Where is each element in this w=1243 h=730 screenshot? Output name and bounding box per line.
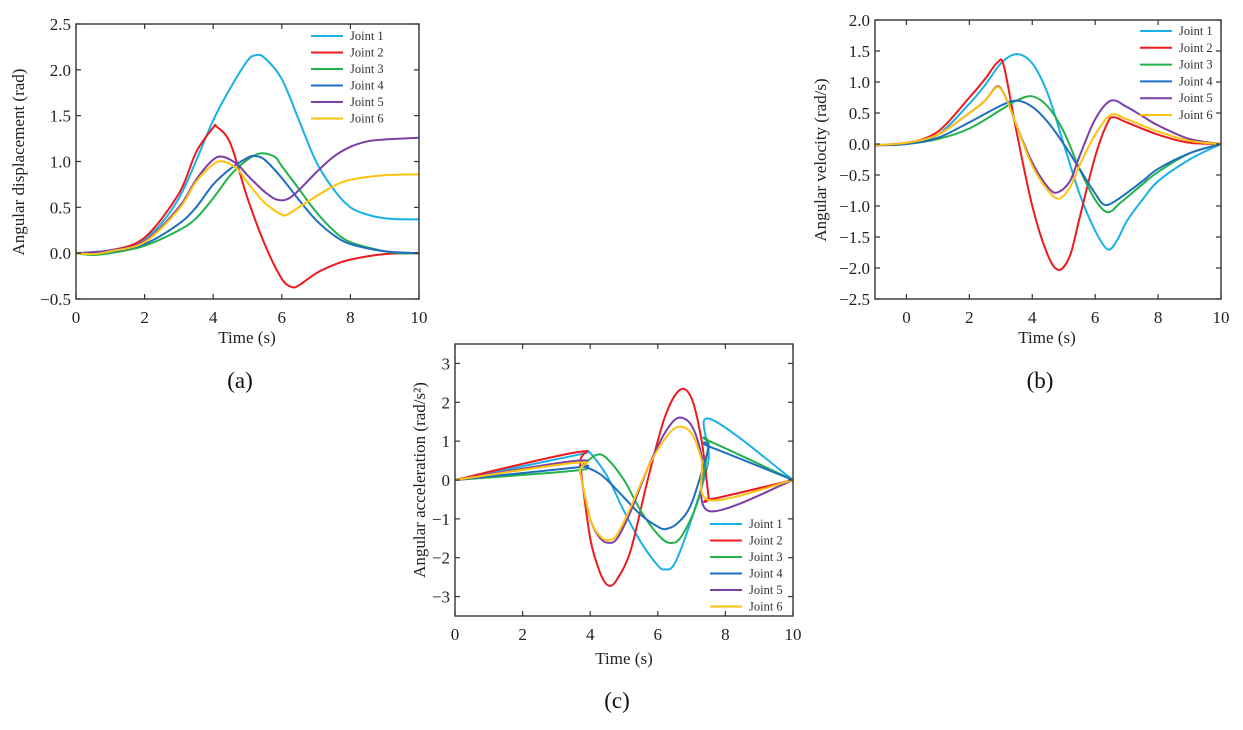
legend-label: Joint 6 <box>1179 108 1213 122</box>
x-tick-label: 10 <box>785 625 802 644</box>
subfigure-caption: (a) <box>227 368 253 393</box>
series-line-joint-6 <box>76 160 419 256</box>
y-tick-label: 2 <box>442 393 451 412</box>
y-axis-label: Angular velocity (rad/s) <box>811 78 830 241</box>
chart-c: 0 2 4 6 8 10 −3 −2 −1 0 1 2 3 Time (s) Angular acceler… <box>410 343 802 713</box>
y-tick-label: −0.5 <box>40 290 71 309</box>
x-tick-label: 8 <box>1154 308 1163 327</box>
legend-label: Joint 3 <box>749 550 783 564</box>
y-tick-label: 1.5 <box>50 107 71 126</box>
y-tick-label: 0.0 <box>50 244 71 263</box>
x-tick-label: 10 <box>411 308 428 327</box>
y-tick-label: 0.5 <box>50 198 71 217</box>
series-line-joint-5 <box>76 136 419 255</box>
series-group <box>76 53 419 289</box>
y-axis-label: Angular displacement (rad) <box>9 69 28 256</box>
x-tick-label: 6 <box>278 308 287 327</box>
x-tick-label: 4 <box>1028 308 1037 327</box>
x-tick-label: 8 <box>346 308 355 327</box>
legend: Joint 1 Joint 2 Joint 3 Joint 4 Joint 5 Joint… <box>311 29 384 126</box>
legend-label: Joint 2 <box>1179 41 1213 55</box>
series-line-joint-2 <box>875 58 1221 271</box>
legend-label: Joint 6 <box>350 112 384 126</box>
legend-label: Joint 1 <box>350 29 384 43</box>
legend-label: Joint 4 <box>1179 74 1213 88</box>
x-tick-label: 2 <box>518 625 527 644</box>
legend-label: Joint 3 <box>1179 58 1213 72</box>
series-line-joint-6 <box>875 86 1221 200</box>
series-line-joint-4 <box>76 154 419 255</box>
series-group <box>455 387 793 587</box>
y-tick-label: −0.5 <box>839 166 870 185</box>
series-group <box>875 53 1221 271</box>
x-axis-label: Time (s) <box>1018 328 1075 347</box>
series-line-joint-4 <box>875 99 1221 207</box>
y-tick-label: −3 <box>432 588 450 607</box>
series-line-joint-3 <box>76 152 419 256</box>
subfigure-caption: (b) <box>1027 368 1054 393</box>
series-line-joint-2 <box>76 123 419 289</box>
y-tick-label: 1.0 <box>849 73 870 92</box>
y-tick-label: −1 <box>432 510 450 529</box>
y-tick-label: 0.5 <box>849 104 870 123</box>
legend-label: Joint 3 <box>350 62 384 76</box>
y-tick-label: −1.0 <box>839 197 870 216</box>
series-line-joint-1 <box>875 53 1221 251</box>
legend-label: Joint 5 <box>1179 91 1213 105</box>
subfigure-caption: (c) <box>604 688 630 713</box>
y-axis-label: Angular acceleration (rad/s²) <box>410 382 429 578</box>
y-tick-label: 1.5 <box>849 42 870 61</box>
legend-label: Joint 5 <box>350 95 384 109</box>
x-axis-label: Time (s) <box>595 649 652 668</box>
legend-label: Joint 1 <box>749 517 783 531</box>
chart-b: 0 2 4 6 8 10 −2.5 −2.0 −1.5 −1.0 −0.5 0.0 0.5 1.0 1.5 2… <box>811 11 1230 393</box>
y-tick-label: −2.0 <box>839 259 870 278</box>
x-tick-label: 4 <box>209 308 218 327</box>
y-tick-label: −2 <box>432 549 450 568</box>
x-tick-label: 6 <box>1091 308 1100 327</box>
x-tick-label: 2 <box>140 308 149 327</box>
y-tick-label: 2.5 <box>50 15 71 34</box>
x-tick-label: 0 <box>451 625 460 644</box>
x-tick-label: 8 <box>721 625 730 644</box>
y-tick-label: 1 <box>442 432 451 451</box>
series-line-joint-3 <box>875 95 1221 214</box>
legend-label: Joint 4 <box>749 567 783 581</box>
legend-label: Joint 2 <box>749 534 783 548</box>
y-tick-label: −1.5 <box>839 228 870 247</box>
legend: Joint 1 Joint 2 Joint 3 Joint 4 Joint 5 Joint… <box>710 517 783 614</box>
y-tick-label: 1.0 <box>50 153 71 172</box>
series-line-joint-2 <box>455 387 793 587</box>
y-tick-label: 0.0 <box>849 135 870 154</box>
x-tick-label: 6 <box>654 625 663 644</box>
x-tick-label: 2 <box>965 308 974 327</box>
y-tick-label: 3 <box>442 354 451 373</box>
x-tick-label: 0 <box>72 308 81 327</box>
legend-label: Joint 4 <box>350 79 384 93</box>
series-line-joint-1 <box>76 53 419 255</box>
legend-label: Joint 5 <box>749 583 783 597</box>
y-tick-label: 2.0 <box>849 11 870 30</box>
legend: Joint 1 Joint 2 Joint 3 Joint 4 Joint 5 Joint… <box>1140 24 1213 122</box>
y-tick-label: 2.0 <box>50 61 71 80</box>
y-tick-label: 0 <box>442 471 451 490</box>
legend-label: Joint 2 <box>350 46 384 60</box>
plot-frame <box>874 19 1222 300</box>
x-tick-label: 4 <box>586 625 595 644</box>
x-tick-label: 0 <box>902 308 911 327</box>
chart-a: 0 2 4 6 8 10 −0.5 0.0 0.5 1.0 1.5 2.0 2.5 Time (s) Ang… <box>9 15 428 393</box>
x-tick-label: 10 <box>1213 308 1230 327</box>
y-tick-label: −2.5 <box>839 290 870 309</box>
series-line-joint-6 <box>455 425 793 542</box>
legend-label: Joint 6 <box>749 600 783 614</box>
legend-label: Joint 1 <box>1179 24 1213 38</box>
x-axis-label: Time (s) <box>218 328 275 347</box>
